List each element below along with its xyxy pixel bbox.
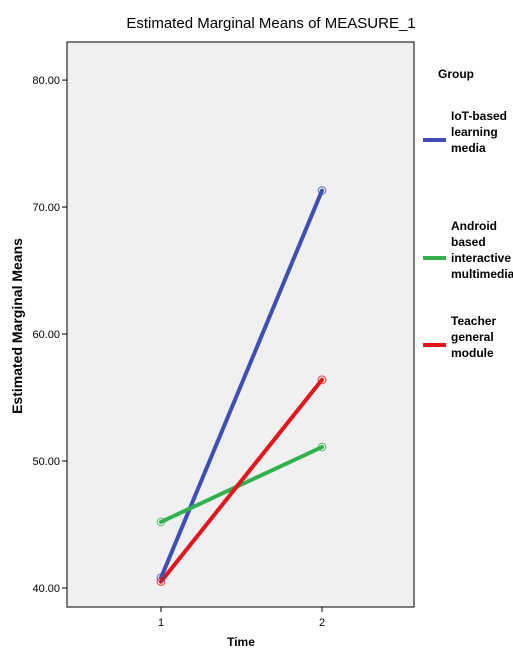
series-line-3 (159, 377, 324, 584)
plot-area (66, 41, 415, 608)
y-tick-label: 40.00 (32, 583, 60, 595)
chart-title: Estimated Marginal Means of MEASURE_1 (126, 15, 415, 32)
x-tick-label: 2 (319, 617, 325, 629)
series-3-point (156, 577, 166, 587)
series-layer (156, 186, 327, 587)
series-2-point (317, 442, 327, 452)
series-line-2 (159, 445, 324, 524)
y-tick-label: 80.00 (32, 75, 60, 87)
legend-label-3: general (451, 330, 494, 344)
x-tick-label: 1 (158, 617, 164, 629)
series-2-point (156, 517, 166, 527)
series-1-point (317, 186, 327, 195)
legend-label-2: based (451, 235, 486, 249)
legend-label-2: Android (451, 219, 497, 233)
legend-label-3: Teacher (451, 314, 496, 328)
y-axis: 40.00 50.00 60.00 70.00 80.00 (32, 75, 67, 595)
legend-label-3: module (451, 346, 494, 360)
y-axis-title: Estimated Marginal Means (9, 238, 25, 414)
legend: IoT-based learning media Android based intera… (423, 109, 513, 360)
series-3-point (317, 375, 327, 385)
legend-label-2: interactive (451, 251, 511, 265)
legend-title: Group (438, 67, 474, 81)
series-1-point (156, 573, 166, 583)
y-tick-label: 60.00 (32, 329, 60, 341)
legend-label-1: learning (451, 125, 498, 139)
legend-label-1: media (451, 141, 486, 155)
y-tick-label: 50.00 (32, 456, 60, 468)
y-tick-label: 70.00 (32, 202, 60, 214)
legend-label-1: IoT-based (451, 109, 507, 123)
x-axis-title: Time (227, 635, 255, 649)
legend-label-2: multimedia (451, 267, 513, 281)
series-line-1 (159, 188, 324, 580)
